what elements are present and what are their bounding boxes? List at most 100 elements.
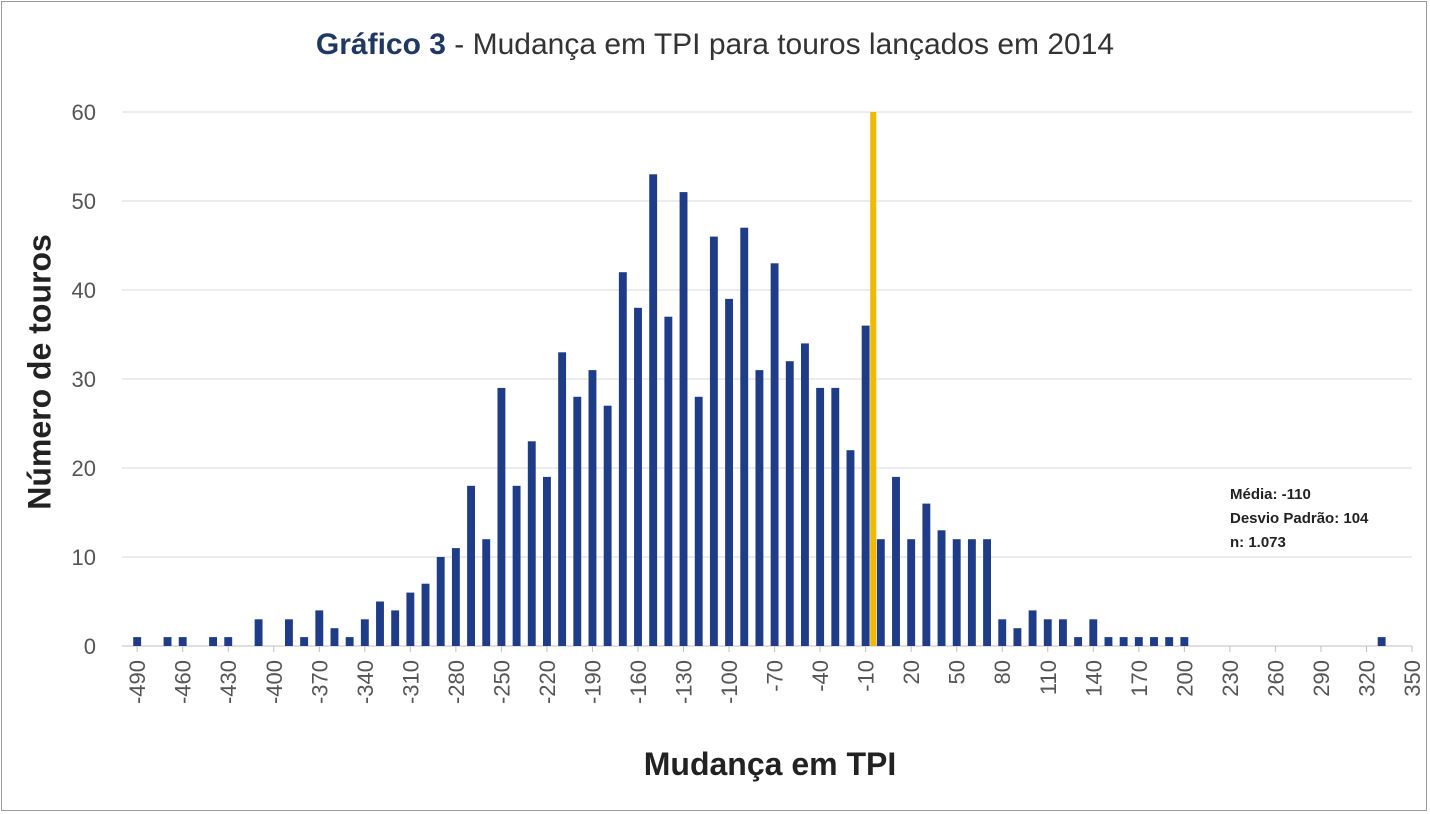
histogram-bar (1013, 628, 1022, 646)
histogram-bar (907, 539, 916, 646)
histogram-bar (163, 637, 172, 646)
x-tick-label: 260 (1263, 660, 1288, 697)
histogram-bar (983, 539, 992, 646)
y-axis-title: Número de touros (21, 234, 58, 510)
x-tick-label: 230 (1218, 660, 1243, 697)
x-tick-label: -10 (854, 660, 879, 692)
histogram-bar (1028, 610, 1037, 646)
histogram-bar (618, 272, 627, 646)
histogram-bar (178, 637, 187, 646)
histogram-bar (512, 485, 521, 646)
histogram-bar (345, 637, 354, 646)
histogram-bar (649, 174, 658, 647)
x-tick-label: -460 (171, 660, 196, 704)
y-tick-label: 10 (72, 545, 96, 570)
histogram-bar (315, 610, 324, 646)
histogram-bar (1150, 637, 1158, 646)
histogram-bar (755, 370, 764, 646)
histogram-bar (300, 637, 309, 646)
histogram-bar (1104, 637, 1113, 646)
histogram-bar (497, 387, 506, 646)
histogram-bar (664, 316, 673, 646)
histogram-bar (603, 405, 612, 646)
stats-mean: Média: -110 (1230, 486, 1311, 503)
y-tick-label: 40 (72, 278, 96, 303)
histogram-bar (634, 307, 642, 646)
x-tick-label: -40 (808, 660, 833, 692)
x-tick-label: -160 (626, 660, 651, 704)
histogram-bar (451, 548, 460, 646)
histogram-bar (1134, 637, 1143, 646)
x-tick-label: -250 (489, 660, 514, 704)
x-tick-label: -490 (125, 660, 150, 704)
y-tick-label: 30 (72, 367, 96, 392)
x-tick-label: 110 (1036, 660, 1061, 695)
histogram-bar (209, 637, 218, 646)
histogram-bar (254, 619, 263, 646)
histogram-bar (542, 476, 551, 646)
histogram-bar (406, 592, 415, 646)
histogram-bar (391, 610, 400, 646)
x-tick-label: 140 (1081, 660, 1106, 697)
histogram-bar (892, 476, 900, 646)
histogram-bar (1058, 619, 1067, 646)
histogram-bar (1180, 637, 1189, 646)
chart-title-rest: - Mudança em TPI para touros lançados em… (445, 28, 1115, 61)
histogram-bar (376, 601, 384, 646)
y-tick-label: 60 (72, 100, 96, 125)
x-tick-label: 80 (990, 660, 1015, 684)
histogram-bar (800, 343, 809, 646)
x-tick-label: -70 (763, 660, 788, 692)
histogram-bar (1377, 637, 1386, 646)
histogram-bar (694, 396, 703, 646)
histogram-bar (482, 539, 491, 646)
histogram-bar (725, 298, 734, 646)
histogram-bar (740, 227, 749, 646)
histogram-bar (785, 361, 794, 646)
x-tick-label: 290 (1309, 660, 1334, 697)
histogram-bar (831, 387, 840, 646)
histogram-bar (952, 539, 961, 646)
histogram-bar (1165, 637, 1174, 646)
histogram-bar (527, 441, 536, 646)
x-tick-label: -400 (262, 660, 287, 704)
x-axis-title: Mudança em TPI (643, 746, 897, 782)
histogram-bar (770, 263, 779, 646)
histogram-bar (588, 370, 597, 646)
histogram-bar (360, 619, 369, 646)
histogram-bar (876, 539, 885, 646)
y-tick-label: 0 (84, 634, 96, 659)
chart-title-lead: Gráfico 3 (315, 28, 446, 61)
histogram-bar (679, 192, 688, 646)
histogram-bar (709, 236, 718, 646)
histogram-bar (816, 387, 825, 646)
histogram-bar (1089, 619, 1098, 646)
histogram-bar (133, 637, 142, 646)
histogram-bar (967, 539, 976, 646)
x-tick-label: -310 (398, 660, 423, 704)
histogram-bar (1119, 637, 1128, 646)
histogram-bar (558, 352, 567, 646)
x-tick-label: -370 (307, 660, 332, 704)
x-tick-label: 200 (1172, 660, 1197, 697)
x-tick-label: -340 (353, 660, 378, 704)
x-tick-label: 170 (1127, 660, 1152, 697)
y-tick-label: 20 (72, 456, 96, 481)
x-tick-label: 320 (1354, 660, 1379, 697)
x-tick-label: 50 (945, 660, 970, 684)
histogram-bar (861, 325, 870, 646)
histogram-bar (1074, 637, 1083, 646)
histogram-bar (467, 485, 476, 646)
x-tick-label: 20 (899, 660, 924, 684)
x-tick-label: -430 (216, 660, 241, 704)
x-tick-label: 350 (1400, 660, 1425, 697)
x-tick-label: -280 (444, 660, 469, 704)
y-tick-label: 50 (72, 189, 96, 214)
stats-annotation: Média: -110 Desvio Padrão: 104 n: 1.073 (1230, 483, 1368, 555)
histogram-bar (846, 450, 855, 646)
x-tick-label: -220 (535, 660, 560, 704)
histogram-bar (284, 619, 293, 646)
stats-count: n: 1.073 (1230, 534, 1286, 551)
